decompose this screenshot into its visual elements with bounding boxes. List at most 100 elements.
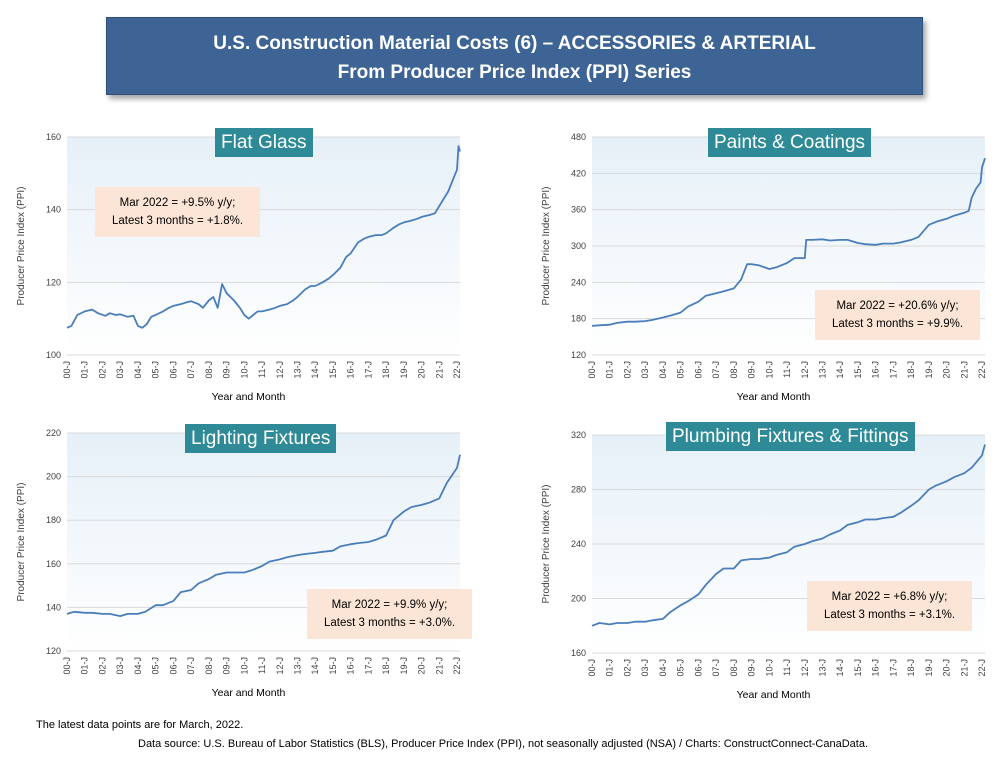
x-tick-label: 09-J bbox=[747, 361, 757, 379]
x-tick-label: 20-J bbox=[417, 657, 427, 675]
x-tick-label: 17-J bbox=[363, 361, 373, 379]
x-tick-label: 08-J bbox=[204, 657, 214, 675]
chart-plumbing-fixtures: 160 200 240 280 320 00-J 01-J 02-J 03-J 04-J 05-J 0… bbox=[500, 418, 1000, 708]
x-tick-label: 18-J bbox=[906, 659, 916, 677]
y-tick-label: 120 bbox=[46, 646, 61, 656]
chart-title: Plumbing Fixtures & Fittings bbox=[666, 422, 915, 451]
chart-svg: 120 140 160 180 200 220 00-J 01-J 02-J 03-J 04-J 05… bbox=[16, 428, 462, 699]
x-tick-label: 16-J bbox=[871, 659, 881, 677]
x-tick-label: 19-J bbox=[399, 657, 409, 675]
x-tick-label: 10-J bbox=[764, 361, 774, 379]
y-tick-label: 160 bbox=[571, 648, 586, 658]
x-tick-label: 12-J bbox=[800, 659, 810, 677]
x-tick-label: 04-J bbox=[133, 657, 143, 675]
y-axis-label: Producer Price Index (PPI) bbox=[541, 187, 552, 306]
annotation-line-1: Mar 2022 = +20.6% y/y; bbox=[836, 300, 959, 312]
x-tick-label: 15-J bbox=[853, 361, 863, 379]
chart-svg: 160 200 240 280 320 00-J 01-J 02-J 03-J 04-J 05-J 0… bbox=[541, 430, 987, 701]
annotation-line-1: Mar 2022 = +9.9% y/y; bbox=[331, 599, 448, 611]
x-tick-label: 12-J bbox=[275, 657, 285, 675]
x-tick-label: 19-J bbox=[399, 361, 409, 379]
x-tick-label: 06-J bbox=[168, 361, 178, 379]
x-tick-label: 13-J bbox=[292, 361, 302, 379]
x-tick-label: 22-J bbox=[977, 659, 987, 677]
annotation-line-1: Mar 2022 = +9.5% y/y; bbox=[119, 197, 236, 209]
x-tick-label: 10-J bbox=[239, 657, 249, 675]
chart-paints-coatings: 120 180 240 300 360 420 480 00-J 01-J 02-J 03-J 04-… bbox=[500, 120, 1000, 410]
x-tick-label: 05-J bbox=[151, 657, 161, 675]
y-tick-label: 200 bbox=[46, 472, 61, 482]
y-tick-label: 120 bbox=[46, 277, 61, 287]
x-tick-label: 13-J bbox=[817, 361, 827, 379]
y-tick-label: 240 bbox=[571, 539, 586, 549]
x-axis-label: Year and Month bbox=[737, 689, 811, 701]
sub-title: From Producer Price Index (PPI) Series bbox=[337, 62, 692, 83]
x-tick-label: 04-J bbox=[658, 659, 668, 677]
plot-area bbox=[67, 137, 460, 355]
x-tick-label: 20-J bbox=[417, 361, 427, 379]
x-tick-label: 16-J bbox=[346, 361, 356, 379]
x-tick-label: 06-J bbox=[168, 657, 178, 675]
main-title: U.S. Construction Material Costs (6) – A… bbox=[213, 33, 816, 54]
x-tick-label: 11-J bbox=[782, 361, 792, 378]
x-tick-label: 08-J bbox=[729, 659, 739, 677]
x-tick-label: 06-J bbox=[693, 659, 703, 677]
x-tick-label: 21-J bbox=[434, 361, 444, 379]
x-tick-label: 03-J bbox=[115, 361, 125, 379]
chart-flat-glass: 100 120 140 160 00-J 01-J 02-J 03-J 04-J 05-J 06-J… bbox=[0, 120, 500, 410]
y-tick-label: 140 bbox=[46, 205, 61, 215]
x-tick-label: 18-J bbox=[381, 657, 391, 675]
chart-title: Flat Glass bbox=[215, 128, 313, 157]
x-tick-label: 10-J bbox=[239, 361, 249, 379]
data-source: Data source: U.S. Bureau of Labor Statis… bbox=[138, 738, 868, 750]
x-tick-label: 17-J bbox=[363, 657, 373, 675]
y-tick-label: 180 bbox=[46, 515, 61, 525]
series-line bbox=[66, 454, 461, 618]
x-tick-label: 05-J bbox=[676, 361, 686, 379]
x-tick-label: 00-J bbox=[587, 361, 597, 379]
x-axis-label: Year and Month bbox=[212, 391, 286, 403]
y-tick-label: 160 bbox=[46, 132, 61, 142]
x-tick-label: 17-J bbox=[888, 659, 898, 677]
x-tick-label: 10-J bbox=[764, 659, 774, 677]
x-tick-label: 13-J bbox=[817, 659, 827, 677]
y-tick-label: 200 bbox=[571, 594, 586, 604]
annotation-box: Mar 2022 = +9.9% y/y; Latest 3 months = +… bbox=[307, 589, 472, 639]
x-tick-label: 04-J bbox=[133, 361, 143, 379]
x-tick-label: 14-J bbox=[835, 659, 845, 677]
y-tick-label: 480 bbox=[571, 132, 586, 142]
x-axis-label: Year and Month bbox=[737, 391, 811, 403]
x-tick-label: 21-J bbox=[959, 361, 969, 379]
annotation-box: Mar 2022 = +20.6% y/y; Latest 3 months = … bbox=[815, 290, 980, 340]
x-tick-label: 00-J bbox=[587, 659, 597, 677]
x-tick-label: 05-J bbox=[151, 361, 161, 379]
x-tick-label: 06-J bbox=[693, 361, 703, 379]
footnote: The latest data points are for March, 20… bbox=[36, 719, 244, 731]
y-axis-label: Producer Price Index (PPI) bbox=[16, 483, 27, 602]
chart-svg: 120 180 240 300 360 420 480 00-J 01-J 02-J 03-J 04-… bbox=[541, 132, 987, 403]
y-axis-label: Producer Price Index (PPI) bbox=[541, 485, 552, 604]
x-tick-label: 22-J bbox=[452, 657, 462, 675]
x-tick-label: 17-J bbox=[888, 361, 898, 379]
x-tick-label: 20-J bbox=[942, 659, 952, 677]
x-tick-label: 15-J bbox=[328, 361, 338, 379]
x-tick-label: 21-J bbox=[959, 659, 969, 677]
annotation-box: Mar 2022 = +6.8% y/y; Latest 3 months = +… bbox=[807, 581, 972, 631]
x-tick-label: 03-J bbox=[640, 361, 650, 379]
x-tick-label: 09-J bbox=[747, 659, 757, 677]
x-tick-label: 21-J bbox=[434, 657, 444, 675]
chart-title: Lighting Fixtures bbox=[185, 424, 337, 453]
y-tick-label: 240 bbox=[571, 277, 586, 287]
x-tick-label: 05-J bbox=[676, 659, 686, 677]
x-tick-label: 18-J bbox=[906, 361, 916, 379]
x-tick-label: 02-J bbox=[622, 659, 632, 677]
x-tick-label: 22-J bbox=[452, 361, 462, 379]
x-tick-label: 07-J bbox=[186, 657, 196, 675]
x-tick-label: 07-J bbox=[711, 361, 721, 379]
x-tick-label: 04-J bbox=[658, 361, 668, 379]
x-axis-label: Year and Month bbox=[212, 687, 286, 699]
y-tick-label: 420 bbox=[571, 168, 586, 178]
y-tick-label: 160 bbox=[46, 559, 61, 569]
chart-lighting-fixtures: 120 140 160 180 200 220 00-J 01-J 02-J 03-J 04-J 05… bbox=[0, 418, 500, 708]
x-tick-label: 16-J bbox=[871, 361, 881, 379]
